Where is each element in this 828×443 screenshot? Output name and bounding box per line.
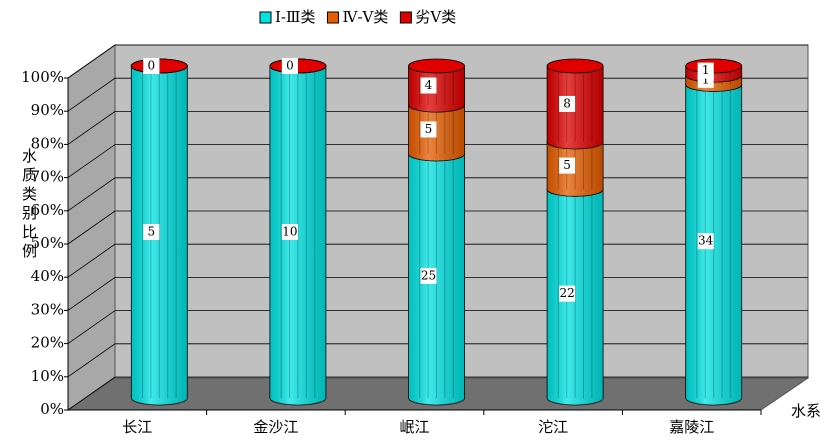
x-tick-label: 岷江	[399, 418, 429, 436]
data-label-box	[559, 95, 576, 112]
data-label: 1	[702, 72, 710, 86]
x-tick-label: 沱江	[538, 418, 568, 436]
data-label-box	[559, 285, 576, 302]
y-tick-label: 20%	[31, 334, 64, 352]
data-label-box	[281, 58, 298, 74]
grid-line	[67, 44, 808, 79]
data-label-box	[143, 58, 160, 74]
x-axis-title: 水系	[791, 402, 821, 420]
data-label: 34	[698, 234, 714, 248]
data-label-box	[559, 157, 576, 174]
y-tick-label: 90%	[31, 101, 64, 119]
y-tick-label: 60%	[31, 201, 64, 219]
bar-part	[408, 58, 465, 74]
data-label: 5	[563, 158, 571, 172]
legend-swatch	[259, 11, 272, 24]
y-tick-label: 10%	[31, 367, 64, 385]
legend-label: Ⅰ-Ⅲ类	[275, 8, 315, 26]
data-label: 5	[425, 122, 433, 136]
x-tick-label: 金沙江	[253, 418, 298, 436]
data-label: 0	[286, 59, 294, 73]
y-tick-label: 70%	[31, 168, 64, 186]
x-tick-label: 长江	[122, 418, 152, 436]
legend-swatch	[326, 11, 339, 24]
data-label: 1	[702, 63, 710, 77]
data-label: 22	[559, 286, 574, 300]
data-label: 8	[563, 96, 571, 110]
data-label: 5	[147, 225, 155, 239]
data-label-box	[281, 224, 298, 240]
y-tick-label: 0%	[40, 400, 64, 418]
bar-part	[546, 58, 604, 74]
y-axis-title: 水质类别比例	[20, 148, 38, 262]
data-label-box	[697, 233, 714, 250]
legend-label: Ⅳ-Ⅴ类	[342, 8, 388, 26]
y-tick-label: 40%	[31, 267, 64, 285]
legend-swatch	[399, 11, 412, 24]
data-label: 0	[147, 59, 155, 73]
data-label-box	[420, 121, 437, 138]
data-label: 10	[282, 225, 297, 239]
data-label-box	[420, 77, 437, 94]
y-tick-label: 50%	[31, 234, 64, 252]
data-label: 4	[425, 78, 433, 92]
data-label-box	[697, 62, 714, 79]
data-label-box	[420, 267, 437, 284]
data-label: 25	[421, 268, 436, 282]
data-label-box	[143, 224, 160, 240]
x-tick-label: 嘉陵江	[669, 418, 714, 436]
y-tick-label: 100%	[21, 68, 64, 86]
y-tick-label: 30%	[31, 300, 64, 318]
legend-label: 劣Ⅴ类	[415, 8, 456, 26]
y-tick-label: 80%	[31, 134, 64, 152]
